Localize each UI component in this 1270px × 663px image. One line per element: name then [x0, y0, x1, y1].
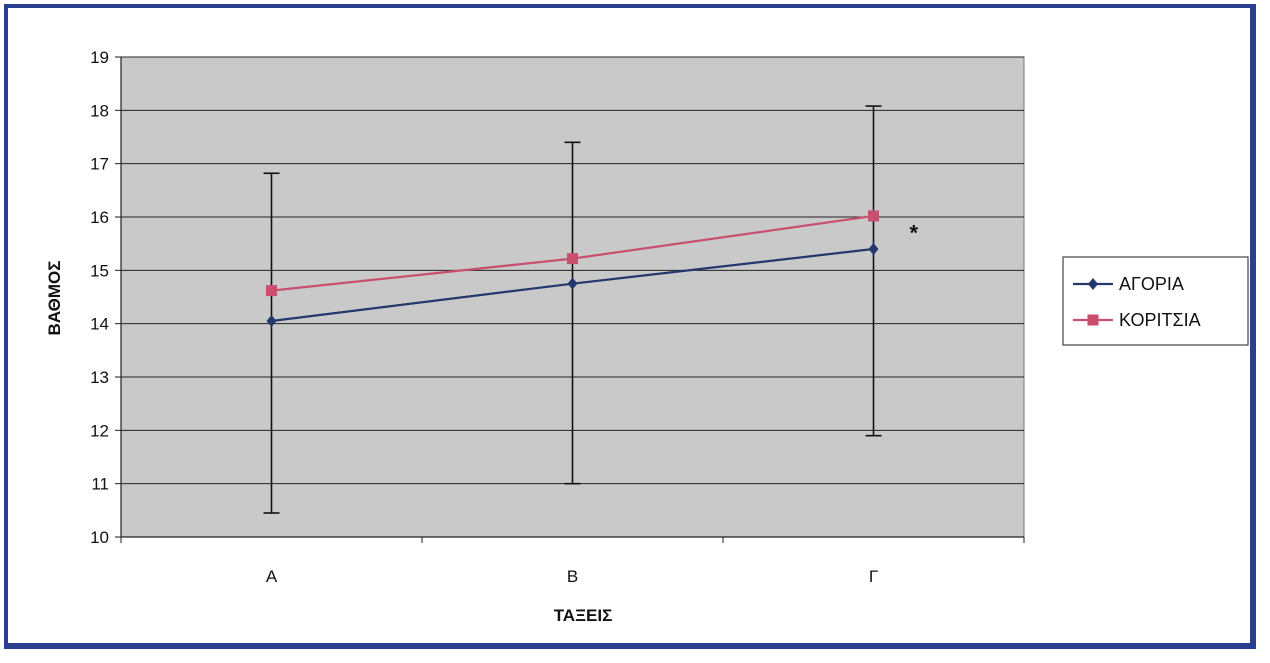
- y-tick-label: 13: [90, 368, 109, 387]
- point-marker: [1088, 278, 1098, 290]
- error-bars: [263, 105, 882, 514]
- legend-entry: ΑΓΟΡΙΑ: [1073, 274, 1184, 294]
- point-marker: [567, 253, 578, 265]
- x-axis-title: ΤΑΞΕΙΣ: [554, 606, 613, 625]
- y-tick-label: 15: [90, 261, 109, 280]
- series-koritsia: [266, 210, 879, 297]
- point-marker: [1087, 314, 1099, 326]
- legend-box: [1062, 256, 1249, 346]
- x-tick-label: Α: [266, 567, 278, 586]
- series-lines: [266, 210, 879, 327]
- y-tick-label: 18: [90, 101, 109, 120]
- error-bar: [263, 172, 280, 514]
- y-tick-label: 16: [90, 208, 109, 227]
- y-tick-label: 17: [90, 155, 109, 174]
- x-tick-label: Β: [567, 567, 578, 586]
- significance-asterisk: *: [910, 220, 919, 245]
- annotations: *: [910, 220, 919, 245]
- y-tick-label: 14: [90, 315, 109, 334]
- y-tick-label: 11: [91, 475, 109, 494]
- y-tick-labels: 10 11 12 13 14 15 16 17 18 19: [90, 48, 109, 547]
- y-tick-label: 10: [90, 528, 109, 547]
- legend-entry: ΚΟΡΙΤΣΙΑ: [1073, 310, 1201, 330]
- point-marker: [567, 277, 578, 290]
- point-marker: [266, 285, 277, 297]
- point-marker: [868, 210, 879, 222]
- point-marker: [868, 243, 879, 255]
- x-tick-label: Γ: [869, 567, 878, 586]
- x-tick-labels: Α Β Γ: [266, 567, 878, 586]
- point-marker: [266, 315, 277, 327]
- error-bar: [564, 141, 581, 485]
- legend: ΑΓΟΡΙΑ ΚΟΡΙΤΣΙΑ: [1062, 256, 1249, 346]
- y-tick-label: 19: [90, 48, 109, 67]
- series-agoria: [266, 243, 879, 327]
- y-axis-title: ΒΑΘΜΟΣ: [45, 261, 64, 336]
- y-tick-label: 12: [90, 421, 109, 440]
- legend-label: ΑΓΟΡΙΑ: [1119, 274, 1184, 294]
- legend-label: ΚΟΡΙΤΣΙΑ: [1119, 310, 1201, 330]
- error-bar: [865, 105, 882, 437]
